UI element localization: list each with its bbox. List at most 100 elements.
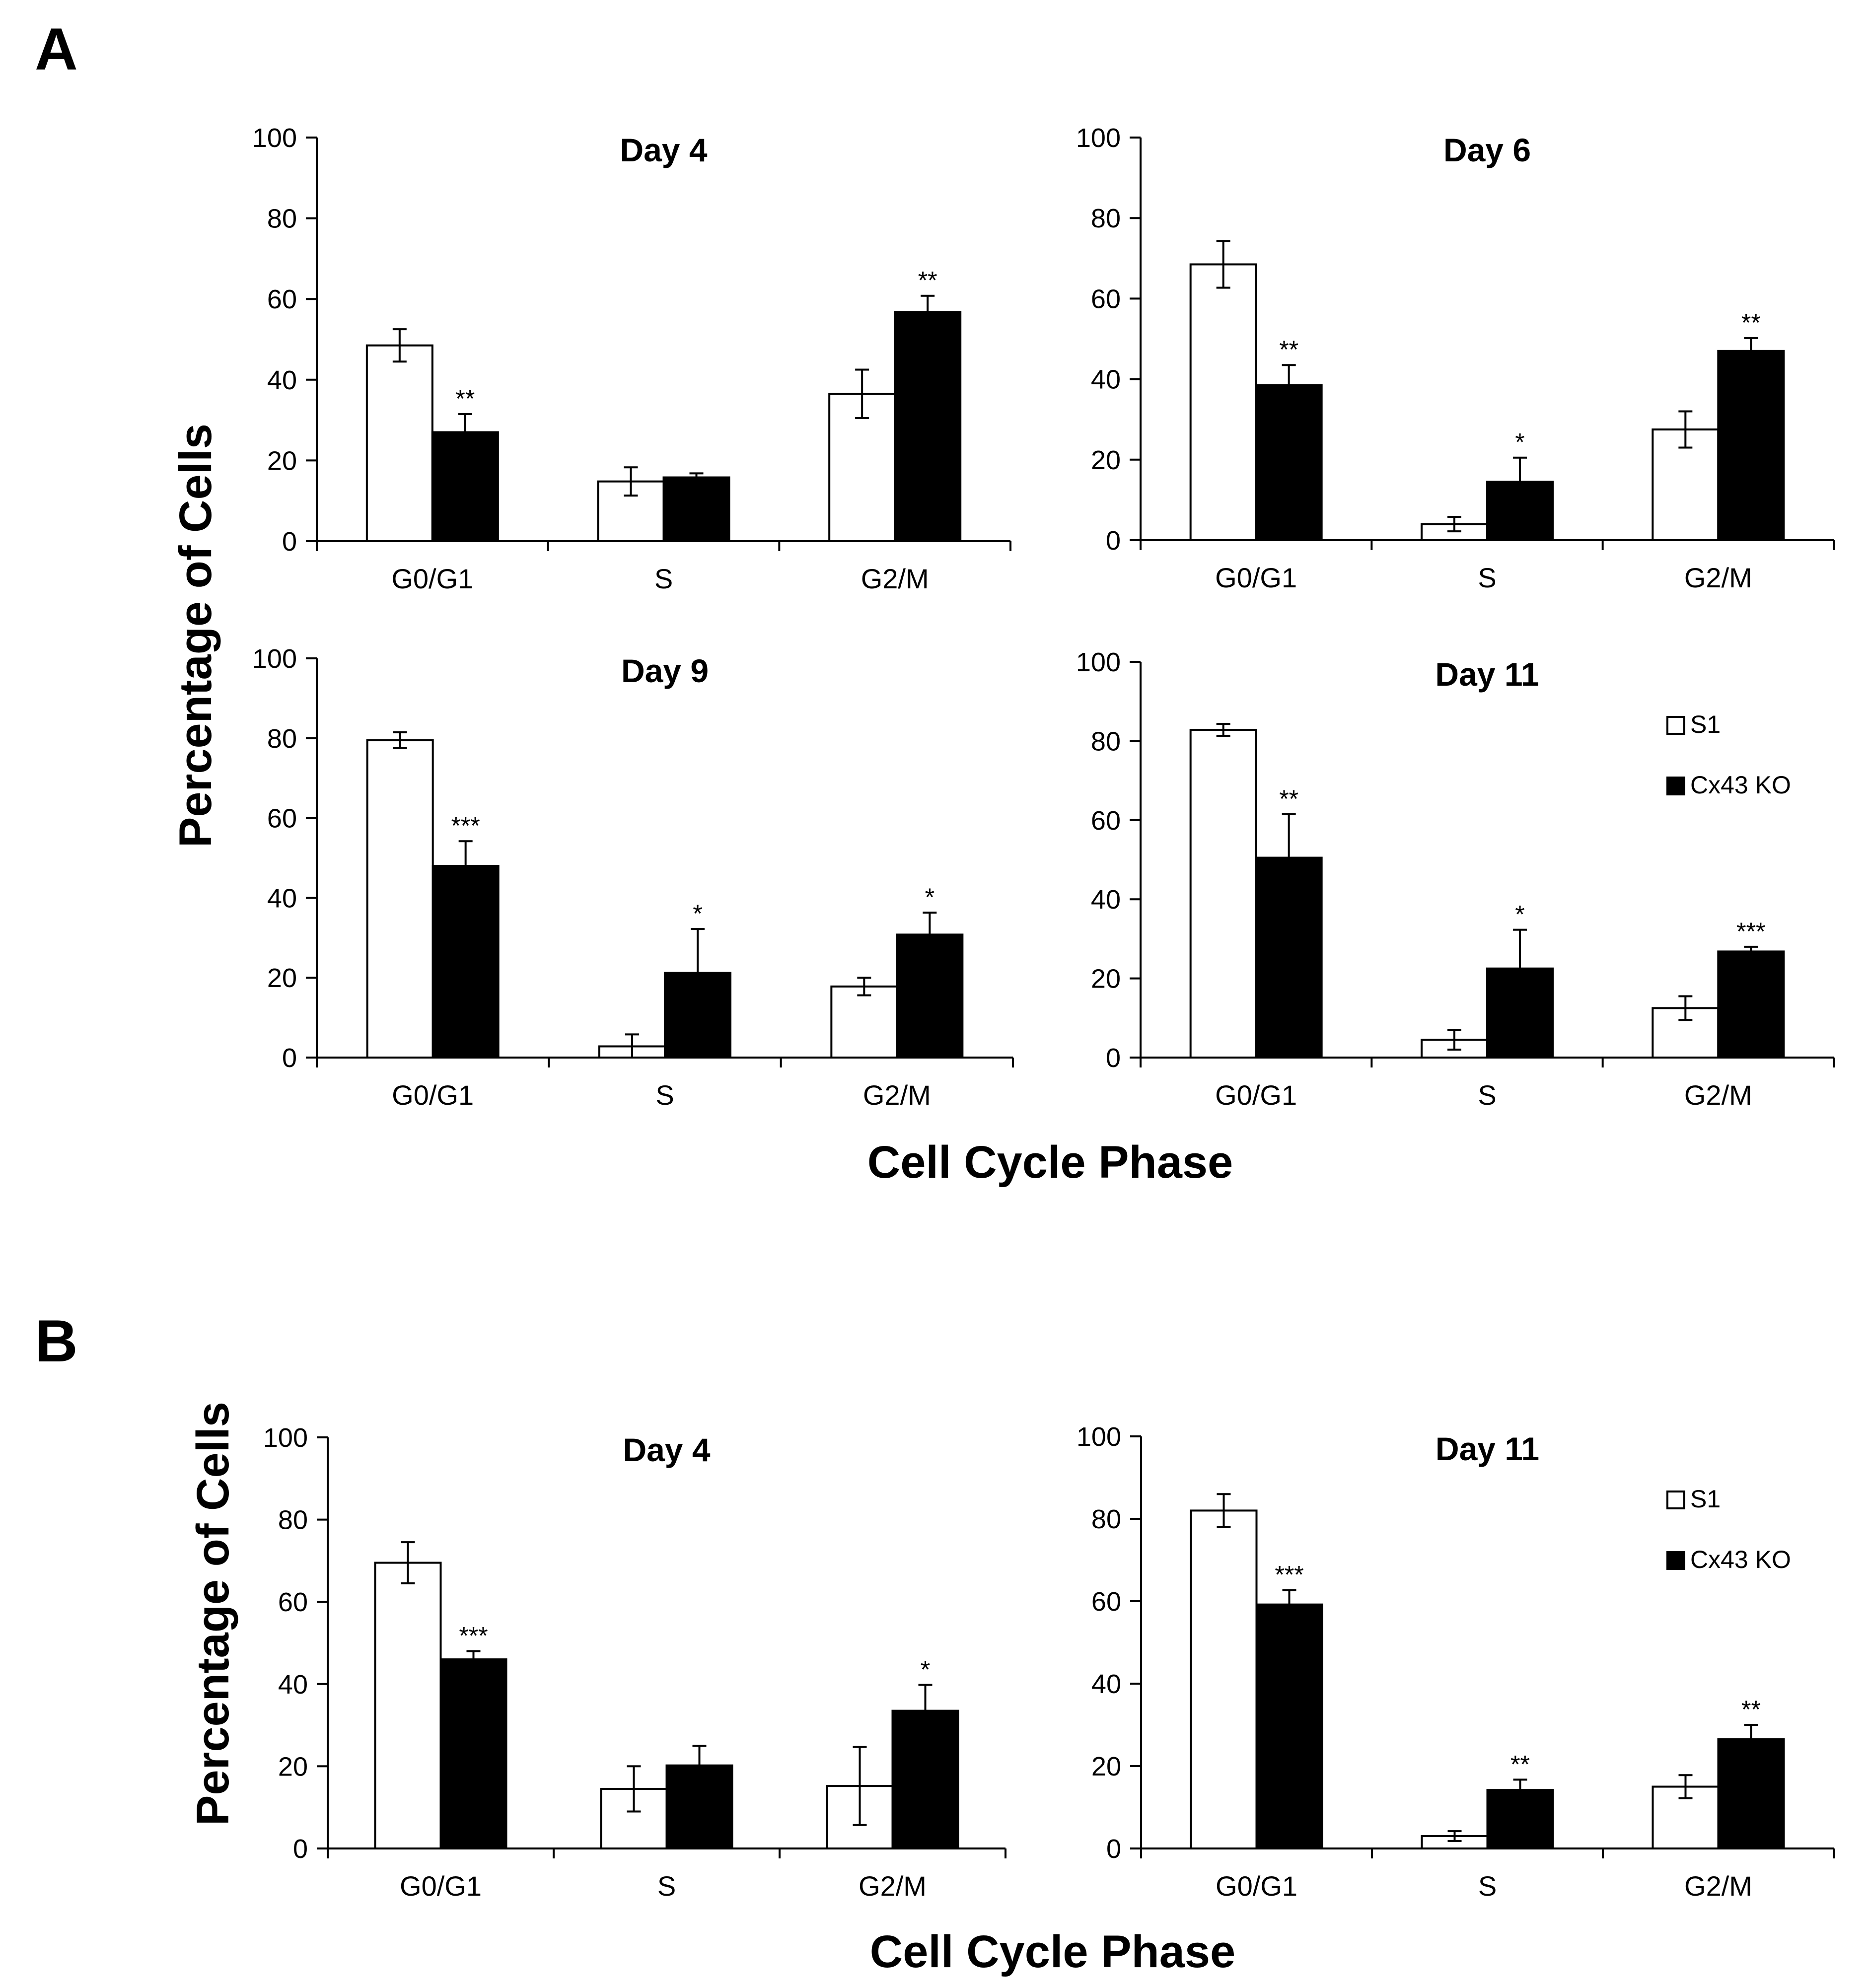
significance-marker: * xyxy=(921,1655,930,1683)
y-tick-label: 20 xyxy=(1091,964,1121,994)
bar-s1 xyxy=(365,344,433,542)
x-category-label: S xyxy=(654,563,673,594)
significance-marker: ** xyxy=(1510,1750,1530,1778)
y-tick-label: 100 xyxy=(1076,123,1121,153)
y-tick-label: 80 xyxy=(1091,726,1121,756)
bar-s1 xyxy=(1190,1509,1258,1849)
x-category-label: G2/M xyxy=(861,563,929,594)
x-category-label: G2/M xyxy=(859,1870,927,1902)
x-category-label: G2/M xyxy=(1684,562,1752,593)
chart-title: Day 11 xyxy=(1436,1430,1539,1467)
y-tick-label: 60 xyxy=(278,1587,308,1617)
x-category-label: G0/G1 xyxy=(1216,1870,1297,1902)
significance-marker: ** xyxy=(918,267,937,294)
legend-label: Cx43 KO xyxy=(1690,1546,1791,1573)
y-tick-label: 80 xyxy=(267,204,297,234)
bar-cx43-ko xyxy=(1717,1738,1785,1850)
y-tick-label: 80 xyxy=(278,1505,308,1535)
x-category-label: G2/M xyxy=(1684,1079,1752,1111)
y-tick-label: 80 xyxy=(267,724,297,754)
y-tick-label: 100 xyxy=(1076,647,1121,677)
panel-a-letter: A xyxy=(35,16,78,82)
y-tick-label: 40 xyxy=(1091,885,1121,915)
bar-s1 xyxy=(830,985,898,1059)
legend-swatch xyxy=(1666,1491,1685,1509)
y-tick-label: 0 xyxy=(282,527,297,557)
significance-marker: ** xyxy=(1741,1696,1761,1723)
panel-b-y-axis-label: Percentage of Cells xyxy=(188,1402,238,1826)
y-tick-label: 80 xyxy=(1091,204,1121,233)
y-tick-label: 40 xyxy=(278,1670,308,1700)
x-category-label: S xyxy=(1478,1870,1497,1902)
significance-marker: * xyxy=(1515,901,1524,928)
bar-s1 xyxy=(1189,729,1257,1059)
bar-cx43-ko xyxy=(1717,350,1785,542)
y-tick-label: 20 xyxy=(1091,1752,1121,1781)
legend-label: Cx43 KO xyxy=(1690,771,1791,799)
x-category-label: G2/M xyxy=(1684,1870,1752,1902)
x-category-label: S xyxy=(657,1870,676,1902)
panel-a-y-axis-label: Percentage of Cells xyxy=(170,424,221,848)
bar-cx43-ko xyxy=(894,311,962,542)
y-tick-label: 100 xyxy=(252,123,297,153)
x-category-label: G0/G1 xyxy=(391,563,473,594)
y-tick-label: 0 xyxy=(1106,1043,1121,1073)
bar-s1 xyxy=(374,1562,442,1850)
legend-swatch xyxy=(1666,777,1685,795)
bar-s1 xyxy=(366,739,434,1059)
x-category-label: S xyxy=(1478,1079,1496,1111)
significance-marker: * xyxy=(925,883,934,911)
bar-cx43-ko xyxy=(431,865,500,1059)
y-tick-label: 60 xyxy=(1091,1587,1121,1617)
legend-swatch xyxy=(1666,716,1685,735)
y-tick-label: 60 xyxy=(267,804,297,834)
y-tick-label: 20 xyxy=(267,446,297,476)
significance-marker: *** xyxy=(1736,918,1765,945)
significance-marker: ** xyxy=(1279,336,1298,363)
y-tick-label: 60 xyxy=(267,284,297,314)
significance-marker: ** xyxy=(1279,785,1298,813)
y-tick-label: 40 xyxy=(1091,1669,1121,1699)
y-tick-label: 60 xyxy=(1091,806,1121,836)
y-tick-label: 100 xyxy=(263,1423,308,1453)
x-category-label: G0/G1 xyxy=(1215,1079,1297,1111)
chart-title: Day 6 xyxy=(1443,132,1531,168)
y-tick-label: 40 xyxy=(267,883,297,913)
y-tick-label: 40 xyxy=(267,365,297,395)
y-tick-label: 80 xyxy=(1091,1504,1121,1534)
y-tick-label: 0 xyxy=(1106,526,1121,556)
significance-marker: * xyxy=(1515,428,1524,456)
x-category-label: G0/G1 xyxy=(392,1079,474,1111)
legend-swatch xyxy=(1666,1551,1685,1570)
y-tick-label: 0 xyxy=(1106,1834,1121,1864)
y-tick-label: 60 xyxy=(1091,284,1121,314)
x-category-label: G0/G1 xyxy=(400,1870,482,1902)
significance-marker: * xyxy=(693,900,702,927)
y-tick-label: 100 xyxy=(1077,1422,1121,1452)
x-category-label: S xyxy=(1478,562,1496,593)
significance-marker: ** xyxy=(1741,309,1761,337)
y-tick-label: 20 xyxy=(278,1752,308,1781)
panel-a-x-axis-label: Cell Cycle Phase xyxy=(867,1137,1233,1188)
bar-cx43-ko xyxy=(1255,384,1323,541)
x-category-label: G2/M xyxy=(863,1079,931,1111)
y-tick-label: 0 xyxy=(282,1043,297,1073)
y-tick-label: 0 xyxy=(293,1834,308,1864)
chart-title: Day 11 xyxy=(1435,656,1539,693)
legend-label: S1 xyxy=(1690,1485,1721,1513)
bar-cx43-ko xyxy=(439,1658,507,1850)
bar-s1 xyxy=(1189,263,1257,541)
y-tick-label: 20 xyxy=(267,963,297,993)
significance-marker: *** xyxy=(451,812,480,840)
bar-cx43-ko xyxy=(662,476,730,543)
chart-title: Day 4 xyxy=(623,1431,710,1468)
significance-marker: ** xyxy=(455,385,475,413)
